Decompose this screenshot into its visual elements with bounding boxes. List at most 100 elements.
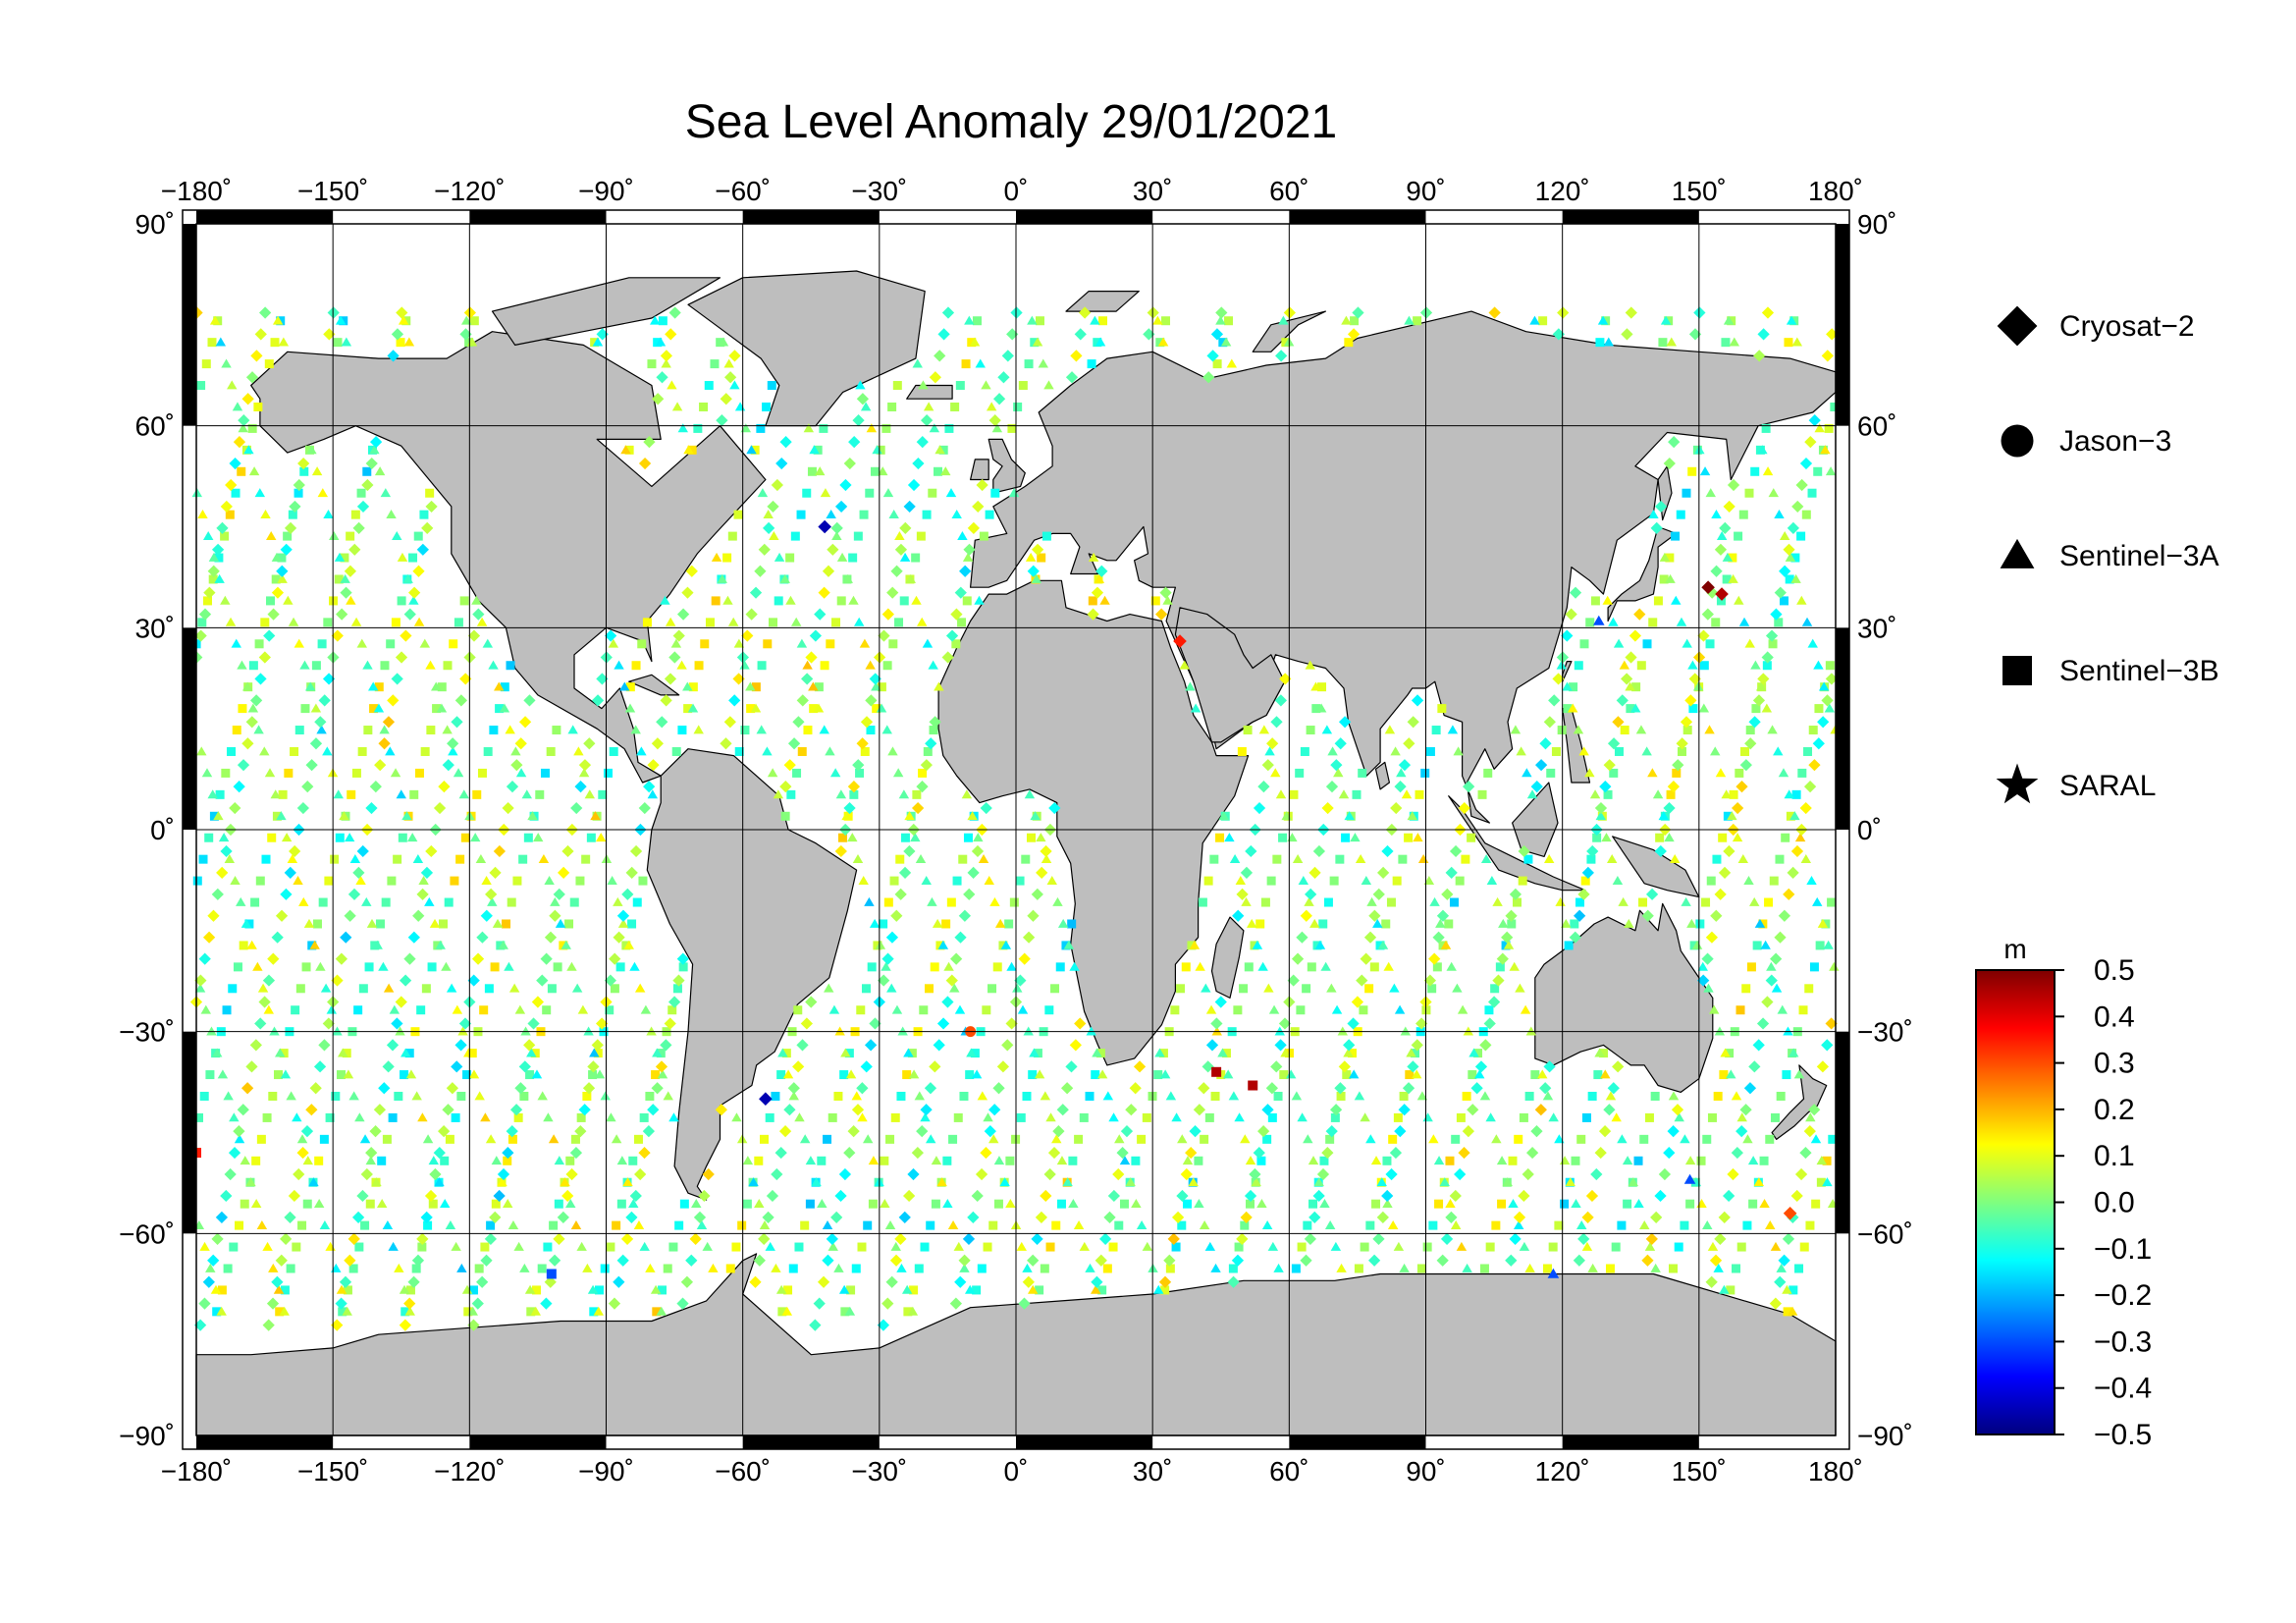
track-point [294, 726, 304, 735]
track-point [339, 1275, 352, 1288]
track-point [274, 1048, 286, 1057]
track-point [902, 1070, 912, 1080]
track-point [907, 1306, 919, 1316]
track-point [262, 974, 276, 987]
track-point [241, 737, 254, 750]
track-point [1236, 1232, 1249, 1245]
track-point [374, 466, 386, 476]
track-point [438, 1125, 451, 1138]
track-point [694, 661, 704, 671]
track-point [1770, 952, 1783, 965]
track-point [961, 359, 971, 369]
track-point [1170, 1005, 1180, 1015]
track-point [1233, 1005, 1243, 1015]
track-point [702, 1167, 715, 1181]
track-point [1519, 1112, 1528, 1122]
track-point [787, 737, 801, 750]
track-point [894, 1232, 907, 1245]
track-point [817, 1199, 828, 1209]
track-point [1177, 1134, 1188, 1144]
track-point [1769, 876, 1779, 886]
track-point [1095, 1254, 1107, 1267]
track-point [1524, 1263, 1535, 1272]
track-point [485, 888, 498, 900]
track-point [1721, 789, 1732, 799]
track-point [387, 694, 400, 707]
track-point [400, 629, 412, 642]
track-point [1618, 896, 1629, 906]
track-point [716, 414, 728, 427]
track-point [1735, 768, 1744, 778]
track-point [1516, 746, 1526, 756]
track-point [1190, 703, 1201, 713]
track-point [663, 1091, 673, 1101]
track-point [442, 725, 453, 734]
track-point [1411, 1049, 1420, 1058]
track-point [536, 974, 549, 987]
track-point [350, 617, 362, 626]
track-point [521, 789, 533, 799]
track-point [1667, 781, 1681, 793]
track-point [271, 574, 281, 584]
track-point [1131, 1199, 1142, 1209]
track-point [1457, 1004, 1468, 1014]
track-point [1674, 1112, 1684, 1122]
lon-tick-label-bottom: −30˚ [851, 1456, 907, 1487]
track-point [434, 1177, 445, 1187]
track-point [1799, 801, 1812, 815]
track-point [1479, 1039, 1492, 1052]
track-point [797, 746, 807, 756]
track-point [349, 854, 361, 864]
track-point [749, 586, 763, 599]
track-point [1779, 530, 1790, 540]
track-point [335, 952, 348, 965]
track-point [603, 768, 613, 778]
track-point [417, 1112, 428, 1122]
track-point [1119, 1199, 1129, 1209]
track-point [616, 909, 630, 922]
track-point [1227, 1275, 1240, 1288]
track-point [901, 1284, 913, 1294]
track-point [1745, 726, 1755, 735]
track-point [941, 996, 954, 1008]
track-point [834, 1189, 847, 1203]
track-point [274, 1070, 283, 1080]
track-point [1372, 1232, 1385, 1245]
lon-tick-label-top: 150˚ [1672, 176, 1727, 206]
track-point [549, 909, 561, 922]
track-point [911, 553, 921, 563]
legend-triangle-icon [2000, 538, 2035, 568]
track-point [424, 896, 435, 906]
track-point [411, 1264, 421, 1273]
track-point [211, 1048, 223, 1057]
track-point [758, 543, 771, 556]
track-point [842, 573, 854, 583]
track-point [514, 737, 527, 750]
track-point [1325, 1134, 1335, 1144]
track-point [443, 661, 453, 671]
track-point [554, 1199, 563, 1209]
legend-diamond-icon [1997, 305, 2038, 347]
track-point [1031, 573, 1042, 583]
track-point [1786, 811, 1795, 821]
track-point [297, 1220, 307, 1230]
extreme-point [759, 1092, 773, 1107]
track-point [700, 639, 710, 649]
track-point [526, 1307, 536, 1317]
track-point [894, 618, 904, 627]
track-point [359, 1134, 371, 1144]
track-point [1205, 1004, 1217, 1014]
track-point [302, 1199, 312, 1209]
track-point [1705, 1275, 1718, 1288]
track-point [796, 638, 808, 648]
track-point [395, 1026, 405, 1036]
track-point [859, 638, 871, 648]
track-point [933, 466, 942, 476]
track-point [210, 1284, 222, 1294]
track-point [1257, 1125, 1270, 1138]
track-point [1620, 726, 1629, 735]
track-point [781, 1049, 791, 1058]
track-point [1427, 984, 1437, 994]
track-point [1018, 1297, 1031, 1310]
track-point [988, 1220, 998, 1230]
